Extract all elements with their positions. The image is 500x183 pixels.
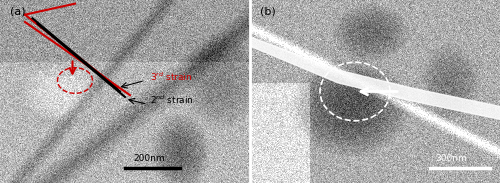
Text: (a): (a)	[10, 7, 26, 17]
Text: 3$^{rd}$ strain: 3$^{rd}$ strain	[150, 70, 192, 83]
Text: 200nm: 200nm	[134, 154, 166, 163]
Text: 2$^{nd}$ strain: 2$^{nd}$ strain	[150, 94, 194, 106]
Text: (b): (b)	[260, 7, 276, 17]
Text: 300nm: 300nm	[435, 154, 467, 163]
